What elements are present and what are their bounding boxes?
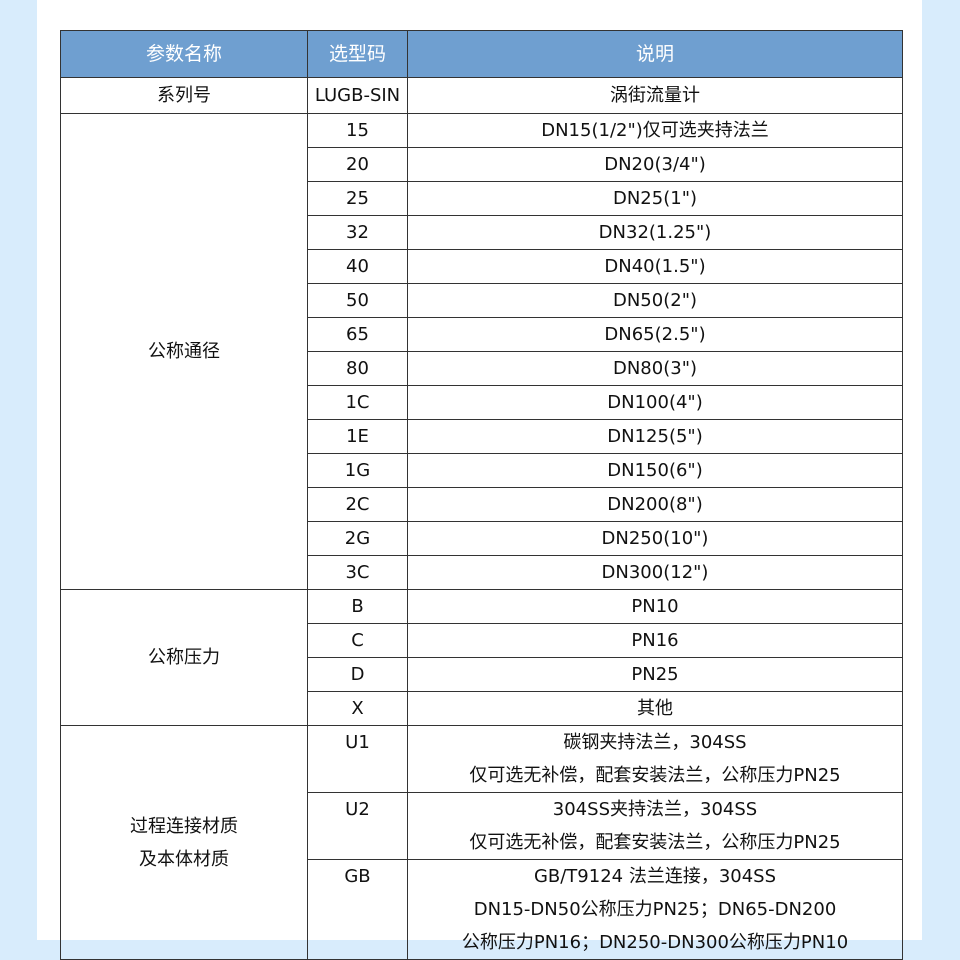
- code-cell: LUGB-SIN: [307, 77, 408, 114]
- code-cell: 3C: [307, 555, 408, 590]
- header-description: 说明: [407, 30, 903, 78]
- table-row: 公称通径 15 DN15(1/2")仅可选夹持法兰: [60, 113, 903, 590]
- description-cell: DN65(2.5"): [407, 317, 903, 352]
- code-cell: 65: [307, 317, 408, 352]
- description-cell: DN25(1"): [407, 181, 903, 216]
- description-cell: DN32(1.25"): [407, 215, 903, 250]
- description-line: 碳钢夹持法兰，304SS: [563, 732, 747, 753]
- param-name: 公称压力: [60, 589, 308, 726]
- code-cell: 1E: [307, 419, 408, 454]
- description-cell: DN50(2"): [407, 283, 903, 318]
- code-cell: GB: [307, 859, 408, 960]
- description-cell: DN15(1/2")仅可选夹持法兰: [407, 113, 903, 148]
- description-line: 仅可选无补偿，配套安装法兰，公称压力PN25: [469, 765, 841, 786]
- code-cell: 32: [307, 215, 408, 250]
- table-row: 80 DN80(3"): [61, 351, 903, 386]
- param-name-line: 过程连接材质: [130, 815, 238, 837]
- description-line: 公称压力PN16；DN250-DN300公称压力PN10: [461, 932, 849, 953]
- description-cell: DN20(3/4"): [407, 147, 903, 182]
- description-cell: DN100(4"): [407, 385, 903, 420]
- description-cell: DN150(6"): [407, 453, 903, 488]
- description-cell: DN300(12"): [407, 555, 903, 590]
- description-cell: 涡街流量计: [407, 77, 903, 114]
- description-cell: GB/T9124 法兰连接，304SS DN15-DN50公称压力PN25；DN6…: [407, 859, 903, 960]
- code-cell: X: [307, 691, 408, 726]
- description-cell: PN10: [407, 589, 903, 624]
- table-row: 2C DN200(8"): [61, 487, 903, 522]
- code-cell: 15: [307, 113, 408, 148]
- table-row: 系列号 LUGB-SIN 涡街流量计: [60, 77, 903, 114]
- code-cell: 1C: [307, 385, 408, 420]
- table-row: 1G DN150(6"): [61, 453, 903, 488]
- table-row: 32 DN32(1.25"): [61, 215, 903, 250]
- description-cell: DN125(5"): [407, 419, 903, 454]
- table-row: 20 DN20(3/4"): [61, 147, 903, 182]
- code-cell: U1: [307, 725, 408, 793]
- table-row: C PN16: [61, 623, 903, 658]
- table-row: 40 DN40(1.5"): [61, 249, 903, 284]
- description-cell: DN80(3"): [407, 351, 903, 386]
- description-cell: 304SS夹持法兰，304SS 仅可选无补偿，配套安装法兰，公称压力PN25: [407, 792, 903, 860]
- table-row: 公称压力 B PN10: [60, 589, 903, 726]
- code-cell: U2: [307, 792, 408, 860]
- table-row: 65 DN65(2.5"): [61, 317, 903, 352]
- description-cell: 其他: [407, 691, 903, 726]
- code-cell: 50: [307, 283, 408, 318]
- code-cell: 25: [307, 181, 408, 216]
- table-row: 50 DN50(2"): [61, 283, 903, 318]
- code-cell: 1G: [307, 453, 408, 488]
- code-cell: 40: [307, 249, 408, 284]
- description-cell: PN16: [407, 623, 903, 658]
- table-row: 1C DN100(4"): [61, 385, 903, 420]
- code-cell: 80: [307, 351, 408, 386]
- description-line: 304SS夹持法兰，304SS: [552, 799, 758, 820]
- table-row: 1E DN125(5"): [61, 419, 903, 454]
- description-cell: DN250(10"): [407, 521, 903, 556]
- code-cell: 2C: [307, 487, 408, 522]
- header-param-name: 参数名称: [60, 30, 308, 78]
- description-line: GB/T9124 法兰连接，304SS: [533, 866, 777, 887]
- param-name-line: 及本体材质: [139, 848, 229, 870]
- code-cell: C: [307, 623, 408, 658]
- code-cell: B: [307, 589, 408, 624]
- table-row: 过程连接材质 及本体材质 U1 碳钢夹持法兰，304SS 仅可选无补偿，配套安装法兰，公…: [60, 725, 903, 960]
- description-cell: PN25: [407, 657, 903, 692]
- code-cell: D: [307, 657, 408, 692]
- param-name: 公称通径: [60, 113, 308, 590]
- header-code: 选型码: [307, 30, 408, 78]
- description-cell: 碳钢夹持法兰，304SS 仅可选无补偿，配套安装法兰，公称压力PN25: [407, 725, 903, 793]
- description-line: 仅可选无补偿，配套安装法兰，公称压力PN25: [469, 832, 841, 853]
- param-name: 系列号: [60, 77, 308, 114]
- description-cell: DN200(8"): [407, 487, 903, 522]
- param-name: 过程连接材质 及本体材质: [60, 725, 308, 960]
- description-cell: DN40(1.5"): [407, 249, 903, 284]
- code-cell: 2G: [307, 521, 408, 556]
- code-cell: 20: [307, 147, 408, 182]
- table-row: U2 304SS夹持法兰，304SS 仅可选无补偿，配套安装法兰，公称压力PN25: [61, 792, 903, 860]
- description-line: DN15-DN50公称压力PN25；DN65-DN200: [473, 899, 837, 920]
- model-selection-table: 参数名称 选型码 说明 系列号 LUGB-SIN 涡街流量计 公称通径 15 DN1…: [60, 30, 903, 960]
